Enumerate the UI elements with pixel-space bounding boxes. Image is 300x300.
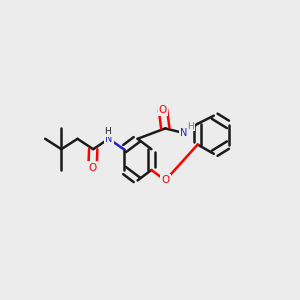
Text: O: O xyxy=(161,176,170,185)
Text: H: H xyxy=(187,122,194,130)
Text: O: O xyxy=(159,105,167,115)
Text: N: N xyxy=(105,134,112,144)
Text: N: N xyxy=(180,128,188,138)
Text: H: H xyxy=(104,127,111,136)
Text: O: O xyxy=(88,163,97,173)
